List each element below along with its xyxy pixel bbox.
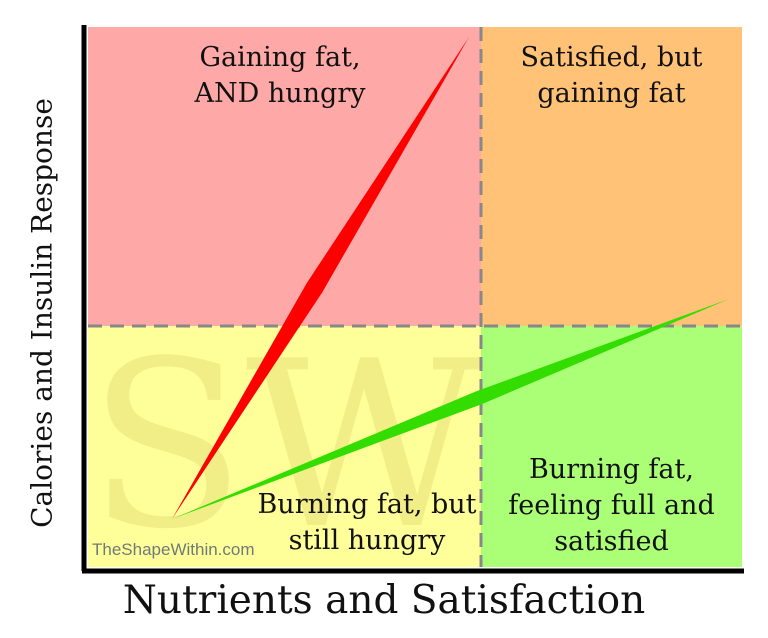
y-axis-label: Calories and Insulin Response [25,98,59,528]
quadrant-bottom-left-bg [88,326,481,567]
quadrant-bottom-right-bg [481,326,742,567]
watermark-site-text: TheShapeWithin.com [92,540,255,559]
quadrant-top-right-bg [481,27,742,326]
quadrant-top-left-bg [88,27,481,326]
red-line [172,37,469,519]
watermark-logo: SW [88,313,482,580]
green-line [172,299,729,519]
x-axis-label: Nutrients and Satisfaction [122,578,646,623]
quadrant-bottom-left-label: Burning fat, but still hungry [257,489,477,556]
quadrant-top-right-label: Satisfied, but gaining fat [520,42,703,109]
quadrant-top-left-label: Gaining fat, AND hungry [194,42,366,109]
quadrant-bottom-right-label: Burning fat, feeling full and satisfied [508,454,715,557]
